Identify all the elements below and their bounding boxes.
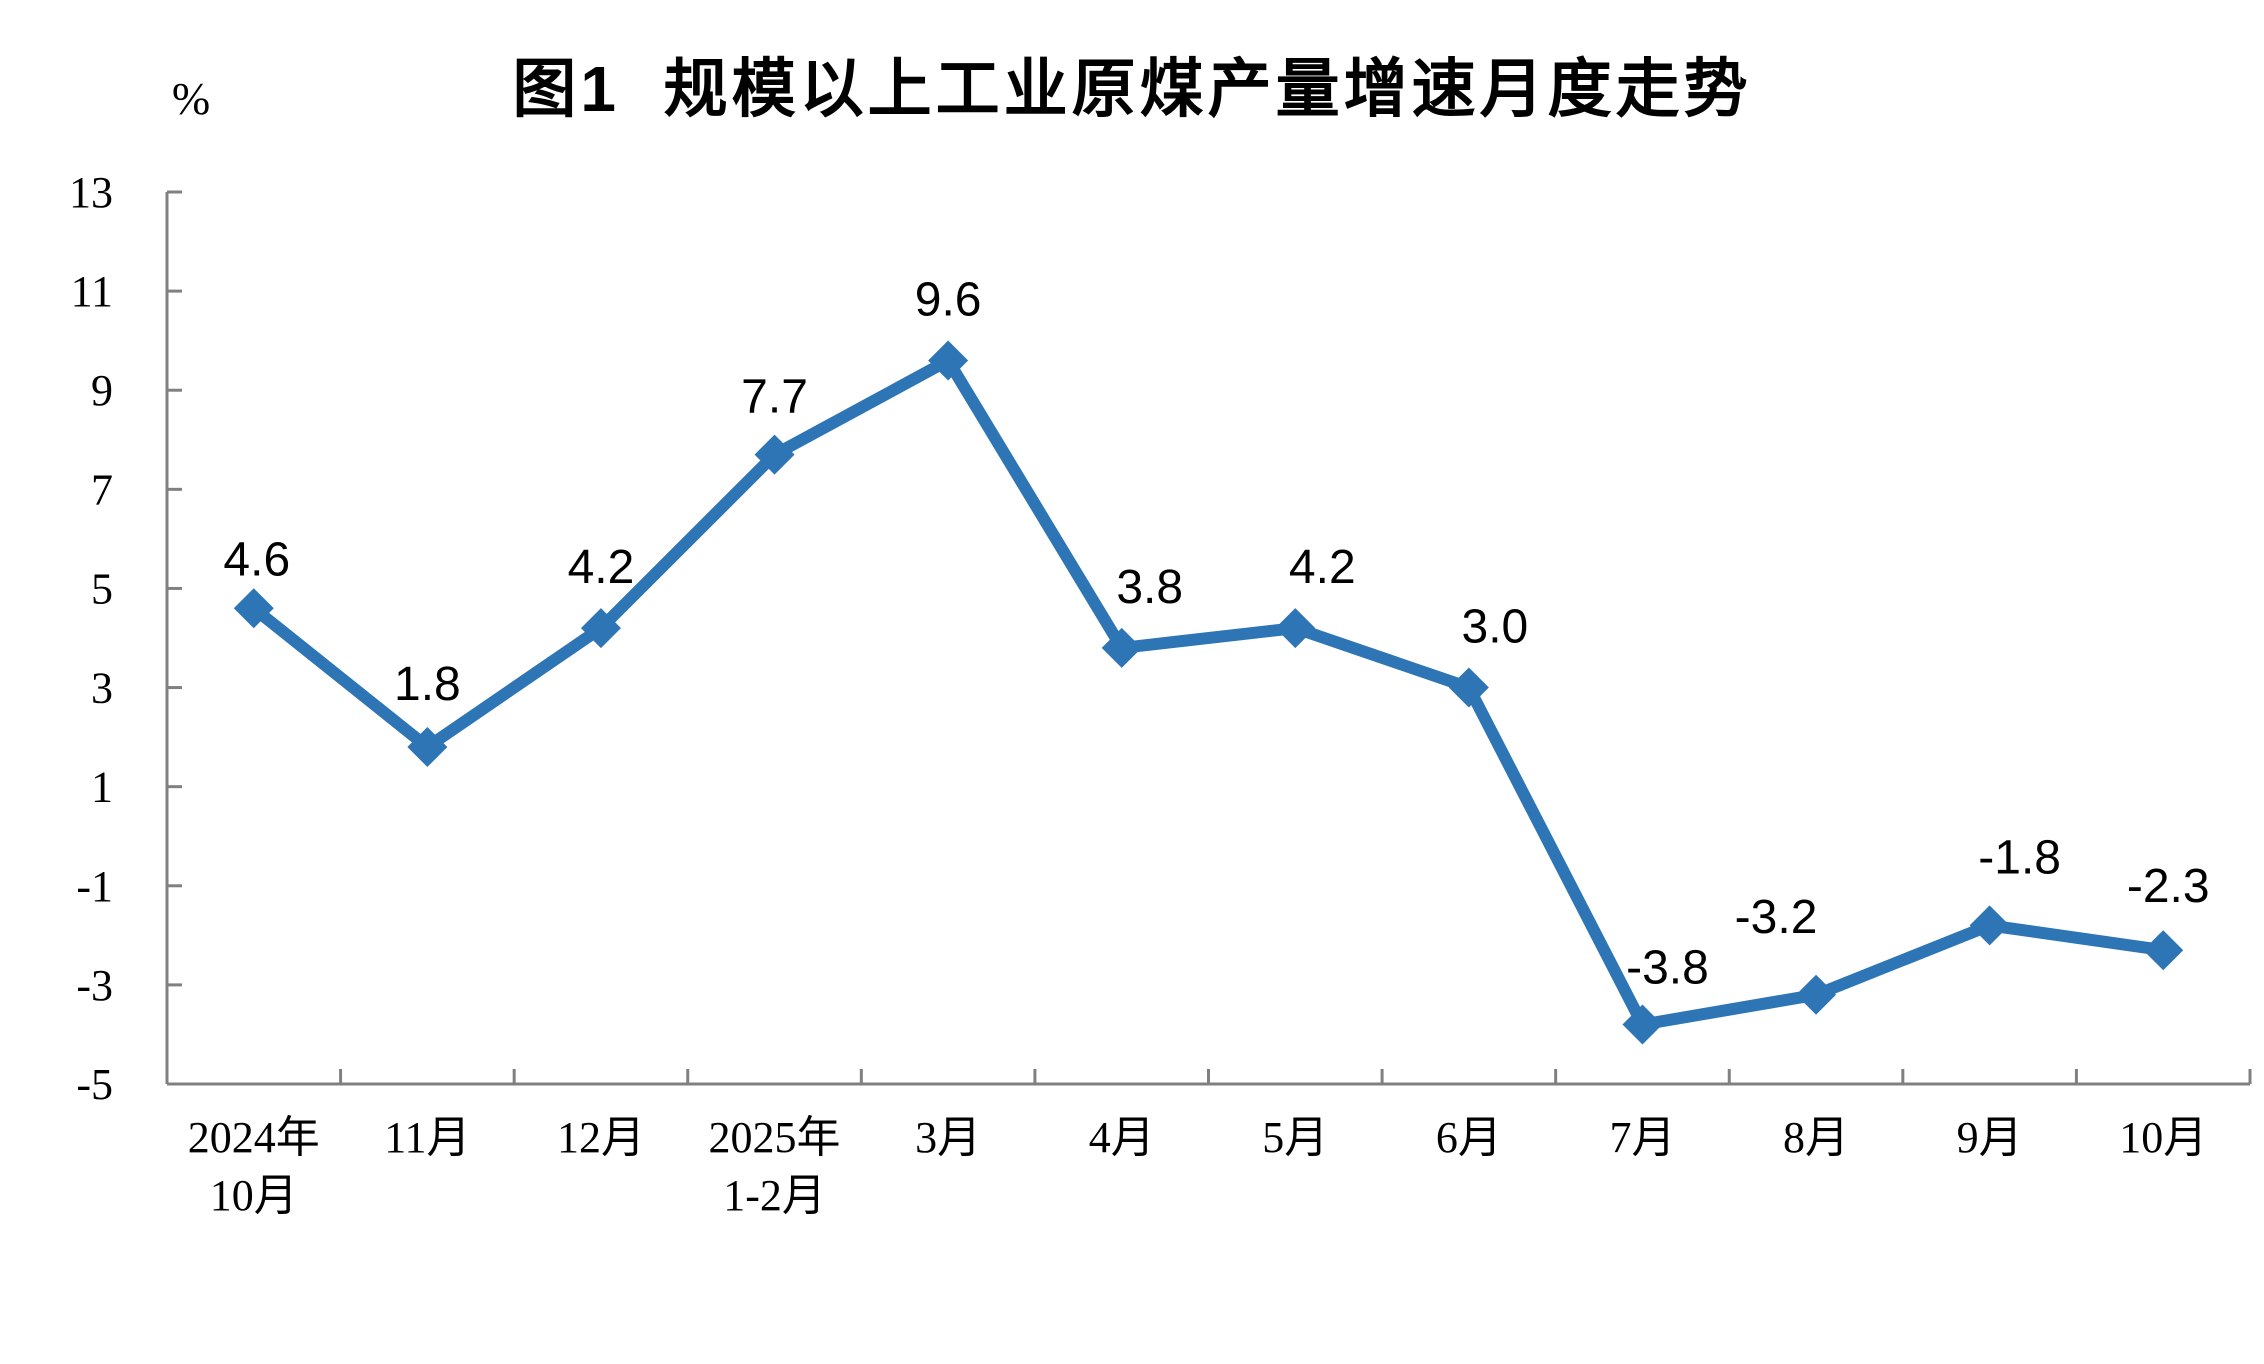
data-point-label: 1.8: [394, 658, 461, 711]
data-point-marker: [233, 588, 274, 629]
data-point-label: 4.6: [223, 533, 290, 586]
data-point-marker: [407, 727, 448, 768]
data-point-marker: [1448, 667, 1489, 708]
data-point-marker: [2143, 930, 2184, 971]
y-tick-label: -3: [76, 961, 113, 1010]
data-point-marker: [1969, 905, 2010, 946]
data-point-label: -3.2: [1735, 891, 1818, 944]
x-axis-label: 6月: [1436, 1113, 1502, 1162]
data-point-label: 4.2: [1289, 541, 1356, 594]
y-tick-label: 9: [91, 366, 113, 415]
y-tick-label: 13: [69, 168, 113, 217]
y-tick-label: 7: [91, 465, 113, 514]
x-axis-label: 11月: [384, 1113, 470, 1162]
data-point-marker: [928, 340, 969, 381]
data-point-label: -1.8: [1978, 831, 2061, 884]
data-point-marker: [754, 434, 795, 475]
y-tick-label: 3: [91, 664, 113, 713]
x-axis-label: 4月: [1089, 1113, 1155, 1162]
data-labels: 4.6 1.8 4.2 7.7 9.6 3.8 4.2 3.0 -3.8 -3.2 -1.8 -2.3: [223, 273, 2209, 994]
x-axis-label: 12月: [557, 1113, 645, 1162]
data-point-marker: [1275, 608, 1316, 649]
data-point-label: -2.3: [2127, 860, 2210, 913]
data-point-marker: [580, 608, 621, 649]
data-line: [247, 352, 2170, 1032]
data-point-marker: [1796, 974, 1837, 1015]
data-point-label: 4.2: [568, 541, 635, 594]
data-point-label: 3.0: [1462, 601, 1529, 654]
x-axis-label: 8月: [1783, 1113, 1849, 1162]
data-point-label: 7.7: [741, 371, 808, 424]
data-points: [233, 340, 2184, 1045]
data-point-label: 3.8: [1116, 561, 1183, 614]
data-point-label: 9.6: [915, 273, 982, 326]
x-axis-label: 10月: [210, 1171, 298, 1220]
y-tick-label: -1: [76, 862, 113, 911]
y-tick-label: 11: [71, 267, 113, 316]
x-axis-labels: 2024年 10月 11月 12月 2025年 1-2月 3月 4月 5月 6月 7月 8月 9月 10月: [188, 1113, 2207, 1220]
y-tick-label: -5: [76, 1060, 113, 1109]
x-axis-label: 2024年: [188, 1113, 320, 1162]
x-axis-ticks: [165, 1069, 2252, 1084]
y-axis-ticks: 13 11 9 7 5 3 1 -1 -3 -5: [69, 168, 182, 1109]
x-axis-label: 9月: [1957, 1113, 2023, 1162]
chart-title: 图1 规模以上工业原煤产量增速月度走势: [512, 53, 1752, 125]
x-axis-label: 1-2月: [723, 1171, 826, 1220]
y-axis-unit-label: %: [171, 73, 211, 124]
data-point-marker: [1622, 1004, 1663, 1045]
y-tick-label: 5: [91, 564, 113, 613]
x-axis-label: 5月: [1262, 1113, 1328, 1162]
x-axis-label: 10月: [2119, 1113, 2207, 1162]
data-point-marker: [1101, 627, 1142, 668]
x-axis-label: 3月: [915, 1113, 981, 1162]
x-axis-label: 2025年: [709, 1113, 841, 1162]
data-point-label: -3.8: [1626, 942, 1709, 995]
y-tick-label: 1: [91, 763, 113, 812]
x-axis-label: 7月: [1609, 1113, 1675, 1162]
